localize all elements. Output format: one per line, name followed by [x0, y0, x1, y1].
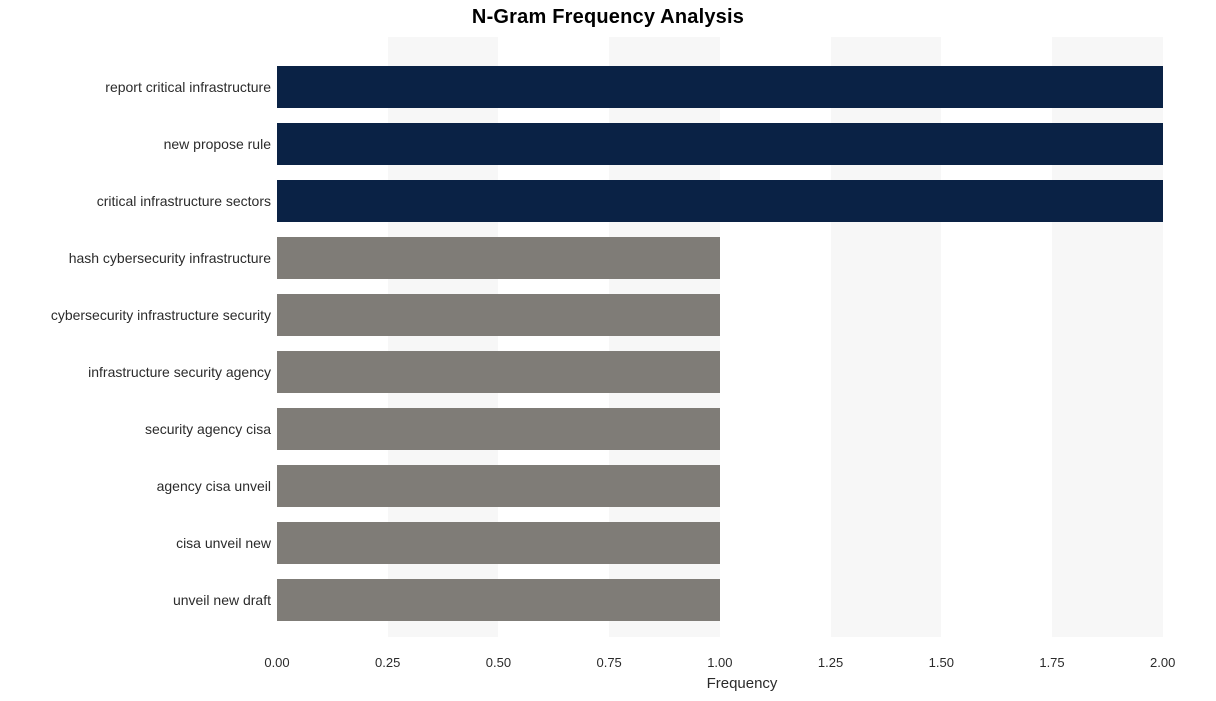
bar — [277, 408, 720, 450]
bar — [277, 351, 720, 393]
y-tick-label: hash cybersecurity infrastructure — [0, 250, 271, 266]
y-tick-label: unveil new draft — [0, 592, 271, 608]
x-tick-label: 1.75 — [1039, 655, 1064, 670]
y-tick-label: infrastructure security agency — [0, 364, 271, 380]
chart-title: N-Gram Frequency Analysis — [0, 6, 1216, 29]
y-tick-label: critical infrastructure sectors — [0, 193, 271, 209]
x-tick-label: 0.75 — [596, 655, 621, 670]
x-tick-label: 0.25 — [375, 655, 400, 670]
x-axis-label: Frequency — [277, 675, 1207, 692]
x-tick-label: 1.50 — [929, 655, 954, 670]
bar — [277, 522, 720, 564]
bar — [277, 180, 1163, 222]
x-tick-label: 1.00 — [707, 655, 732, 670]
y-tick-label: cisa unveil new — [0, 535, 271, 551]
bar — [277, 123, 1163, 165]
bar — [277, 294, 720, 336]
bar — [277, 579, 720, 621]
bar — [277, 66, 1163, 108]
y-tick-label: report critical infrastructure — [0, 79, 271, 95]
ngram-frequency-chart: N-Gram Frequency Analysis report critica… — [0, 0, 1216, 701]
bars-layer — [277, 37, 1207, 637]
bar — [277, 237, 720, 279]
plot-area — [277, 37, 1207, 637]
y-tick-label: cybersecurity infrastructure security — [0, 307, 271, 323]
y-tick-label: agency cisa unveil — [0, 478, 271, 494]
x-tick-label: 0.50 — [486, 655, 511, 670]
x-tick-label: 2.00 — [1150, 655, 1175, 670]
x-tick-label: 0.00 — [264, 655, 289, 670]
bar — [277, 465, 720, 507]
x-tick-label: 1.25 — [818, 655, 843, 670]
y-tick-label: new propose rule — [0, 136, 271, 152]
y-tick-label: security agency cisa — [0, 421, 271, 437]
